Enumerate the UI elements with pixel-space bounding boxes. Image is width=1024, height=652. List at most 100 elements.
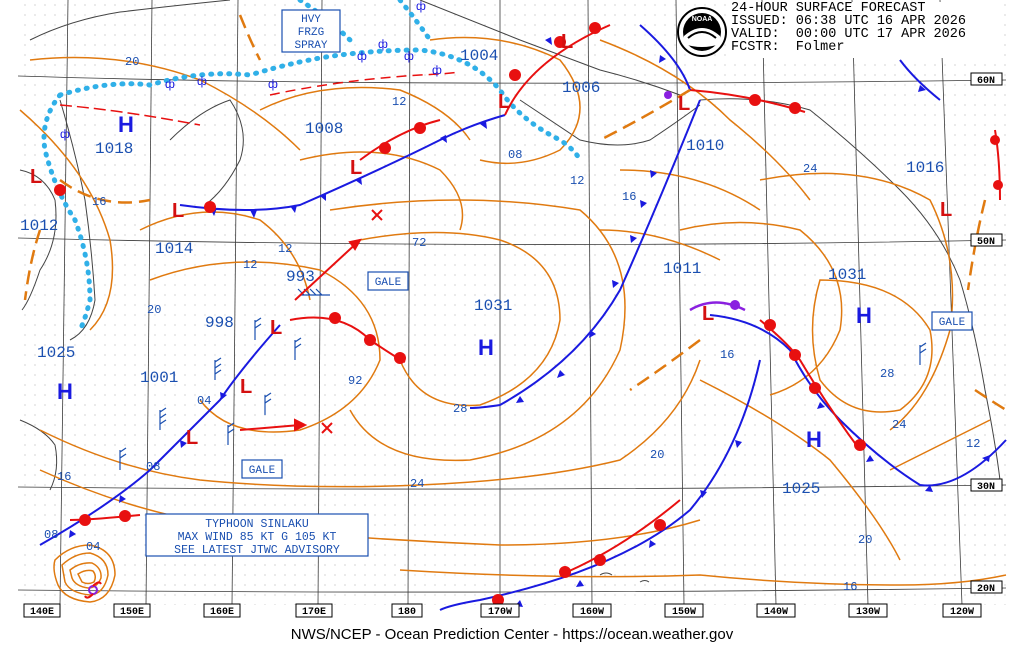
isobar-label: 16 [57,470,71,484]
typhoon-icon [84,581,102,599]
fronts [23,14,1007,611]
frzg-spray-line: FRZG [298,27,324,39]
svg-text:ф: ф [416,0,426,13]
svg-text:ф: ф [378,37,388,51]
svg-text:ф: ф [268,77,278,91]
svg-text:ф: ф [432,63,442,77]
svg-text:ф: ф [404,49,414,63]
surface-forecast-map: ф ф ф ф ф ф ф ф ф L L L L L L L L L L L … [17,0,1007,618]
svg-text:H: H [806,427,822,452]
isobar-label: 20 [125,55,139,69]
isobar-label: 16 [720,348,734,362]
lat-label: 60N [977,76,995,87]
lon-label: 150W [672,607,696,618]
typhoon-line: TYPHOON SINLAKU [205,518,309,531]
isobar-label: 12 [966,437,980,451]
lon-label: 150E [120,607,144,618]
svg-text:H: H [856,303,872,328]
text-boxes: HVY FRZG SPRAY GALE GALE GALE TYPHOON SI… [145,9,973,557]
pressure-label: 998 [205,314,234,332]
header-issued: ISSUED: 06:38 UTC 16 APR 2026 [731,14,966,29]
isobar-label: 12 [570,174,584,188]
lon-label: 120W [950,607,974,618]
lat-label: 20N [977,584,995,595]
pressure-label: 1008 [305,120,343,138]
isobar-label: 20 [858,533,872,547]
isobar-label: 16 [622,190,636,204]
pressure-label: 1001 [140,369,178,387]
noaa-logo: NOAA [677,7,727,57]
header-title: 24-HOUR SURFACE FORECAST [731,1,926,16]
isobar-label: 24 [803,162,817,176]
pressure-label: 1010 [686,137,724,155]
svg-text:ф: ф [165,77,175,91]
low-center-symbols: L L L L L L L L L L L [30,31,952,449]
wind-barbs [119,288,927,470]
pressure-labels: 1018 1012 1014 1008 1004 1006 1010 1025 … [20,47,944,498]
gale-label: GALE [939,317,966,329]
isobar-labels: 20 16 12 12 08 12 16 24 72 12 20 04 08 9… [44,55,980,594]
isobar-label: 08 [508,148,522,162]
isobar-label: 12 [243,258,257,272]
header-forecaster: FCSTR: Folmer [731,40,845,55]
frzg-spray-line: SPRAY [294,40,327,52]
isobar-label: 04 [86,540,100,554]
pressure-label: 1025 [782,480,820,498]
low-symbol-1012: L [30,166,42,188]
isobar-label: 72 [412,236,426,250]
isobar-label: 24 [410,477,424,491]
svg-text:ф: ф [197,74,207,88]
longitude-labels: 140E 150E 160E 170E 180 170W 160W 150W 1… [23,603,982,618]
low-symbol-1006: L [561,31,573,53]
svg-text:H: H [57,379,73,404]
low-symbol-1016: L [940,199,952,221]
high-center-symbols: H H H H H [57,112,872,452]
frzg-spray-line: HVY [301,14,321,26]
isobar-label: 04 [197,394,211,408]
freezing-spray-symbols: ф ф ф ф ф ф ф ф ф [60,0,442,141]
low-symbol-998: L [240,376,252,398]
pressure-label: 1031 [474,297,512,315]
logo-text: NOAA [692,16,713,23]
svg-text:ф: ф [60,127,70,141]
pressure-label: 1031 [828,266,866,284]
pressure-label: 1014 [155,240,193,258]
storm-tracks [239,209,383,434]
latitude-labels: 60N 50N 30N 20N [970,72,1003,595]
lon-label: 140W [764,607,788,618]
isobar-label: 16 [92,195,106,209]
lon-label: 170W [488,607,512,618]
isobar-label: 08 [44,528,58,542]
svg-text:H: H [478,335,494,360]
gale-label: GALE [375,277,402,289]
svg-text:ф: ф [357,49,367,63]
lon-label: 180 [398,607,416,618]
isobar-label: 12 [392,95,406,109]
isobar-label: 12 [278,242,292,256]
low-symbol-1004: L [498,91,510,113]
svg-text:H: H [118,112,134,137]
low-symbol-1001: L [186,427,198,449]
lat-lon-grid [17,0,1007,606]
pressure-label: 1011 [663,260,701,278]
lat-label: 50N [977,237,995,248]
ice-edge [41,0,583,333]
isobars [19,36,1007,603]
lon-label: 160E [210,607,234,618]
isobar-label: 16 [843,580,857,594]
pressure-label: 993 [286,268,315,286]
isobar-label: 28 [453,402,467,416]
isobar-label: 08 [146,460,160,474]
isobar-label: 24 [892,418,906,432]
pressure-label: 1006 [562,79,600,97]
lon-label: 140E [30,607,54,618]
typhoon-line: SEE LATEST JTWC ADVISORY [174,544,340,557]
pressure-label: 1025 [37,344,75,362]
footer-credit: NWS/NCEP - Ocean Prediction Center - htt… [0,622,1024,652]
isobar-label: 20 [650,448,664,462]
isobar-label: 20 [147,303,161,317]
lon-label: 170E [302,607,326,618]
isobar-label: 28 [880,367,894,381]
pressure-label: 1004 [460,47,498,65]
lon-label: 130W [856,607,880,618]
